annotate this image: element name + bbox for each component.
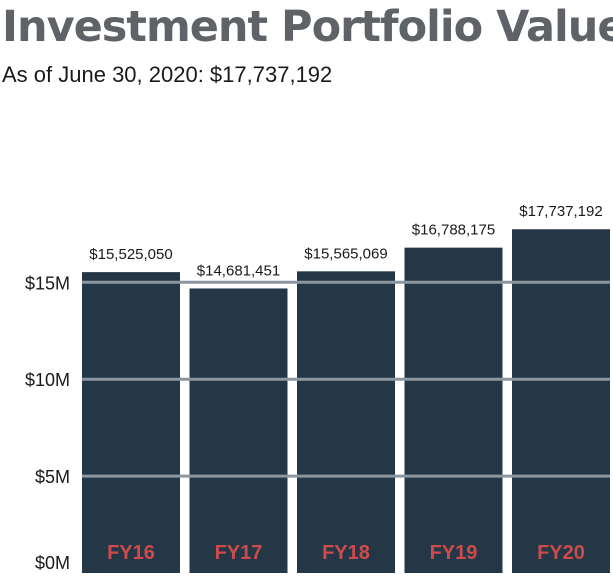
y-tick-label-15m: $15M [25,273,70,293]
category-label-fy17: FY17 [215,542,263,564]
chart-title: Investment Portfolio Value [2,2,613,52]
bar-fy20 [512,229,610,573]
bar-fy16 [82,272,180,573]
value-label-fy17: $14,681,451 [197,262,280,279]
value-label-fy20: $17,737,192 [519,203,602,220]
value-label-fy16: $15,525,050 [89,246,172,263]
y-tick-label-10m: $10M [25,370,70,390]
category-label-fy16: FY16 [107,542,155,564]
category-label-fy20: FY20 [537,542,585,564]
bar-fy19 [404,247,503,573]
category-label-fy19: FY19 [430,542,478,564]
chart-subtitle: As of June 30, 2020: $17,737,192 [2,62,333,87]
value-label-fy19: $16,788,175 [412,222,495,239]
value-label-fy18: $15,565,069 [304,245,387,262]
category-label-fy18: FY18 [322,542,370,564]
bars-layer [82,229,610,573]
labels-layer: $15,525,050 FY16 $14,681,451 FY17 $15,565,06… [25,203,603,573]
gridlines [82,280,610,478]
y-tick-label-5m: $5M [35,467,70,487]
y-tick-label-0m: $0M [35,553,70,573]
bar-fy17 [189,288,288,573]
bar-fy18 [297,271,395,573]
